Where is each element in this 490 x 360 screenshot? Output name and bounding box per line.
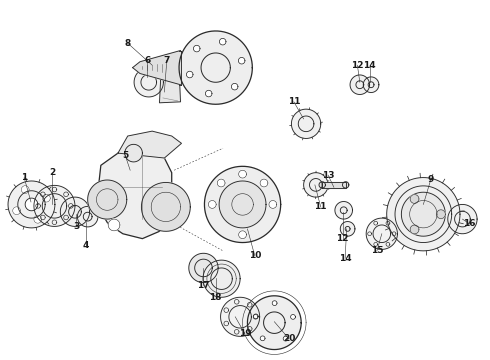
Polygon shape [217, 179, 225, 187]
Polygon shape [108, 219, 120, 231]
Text: 14: 14 [363, 61, 376, 70]
Polygon shape [134, 68, 163, 97]
Polygon shape [322, 182, 345, 188]
Polygon shape [219, 181, 266, 228]
Text: 7: 7 [164, 56, 170, 65]
Text: 20: 20 [283, 334, 295, 343]
Text: 2: 2 [49, 168, 55, 177]
Polygon shape [340, 221, 355, 236]
Polygon shape [13, 207, 21, 215]
Polygon shape [448, 204, 477, 234]
Polygon shape [239, 231, 246, 239]
Polygon shape [410, 194, 419, 203]
Text: 8: 8 [124, 39, 131, 48]
Polygon shape [125, 144, 143, 162]
Text: 9: 9 [427, 175, 434, 184]
Polygon shape [401, 192, 445, 236]
Polygon shape [304, 173, 328, 197]
Polygon shape [133, 50, 180, 85]
Polygon shape [253, 314, 258, 319]
Text: 11: 11 [288, 97, 300, 106]
Polygon shape [387, 177, 460, 251]
Text: 6: 6 [144, 56, 150, 65]
Polygon shape [260, 336, 265, 341]
Polygon shape [118, 131, 181, 158]
Polygon shape [238, 57, 245, 64]
Text: 16: 16 [464, 220, 476, 229]
Polygon shape [34, 185, 75, 226]
Polygon shape [21, 186, 29, 193]
Polygon shape [220, 297, 260, 336]
Polygon shape [283, 336, 288, 341]
Polygon shape [159, 69, 180, 103]
Polygon shape [292, 109, 321, 139]
Polygon shape [350, 75, 369, 94]
Text: 15: 15 [370, 246, 383, 255]
Polygon shape [272, 301, 277, 306]
Polygon shape [194, 45, 200, 52]
Polygon shape [8, 181, 55, 228]
Text: 13: 13 [322, 171, 334, 180]
Polygon shape [319, 182, 325, 188]
Text: 1: 1 [21, 173, 27, 182]
Polygon shape [363, 77, 379, 93]
Polygon shape [410, 225, 419, 234]
Text: 4: 4 [83, 242, 89, 251]
Polygon shape [343, 182, 349, 188]
Polygon shape [186, 71, 193, 78]
Polygon shape [291, 315, 295, 319]
Polygon shape [204, 166, 281, 243]
Polygon shape [88, 180, 127, 219]
Text: 10: 10 [248, 251, 261, 260]
Polygon shape [260, 179, 268, 187]
Polygon shape [247, 296, 301, 350]
Text: 3: 3 [74, 222, 79, 231]
Text: 12: 12 [351, 61, 364, 70]
Text: 17: 17 [197, 280, 210, 289]
Polygon shape [77, 206, 98, 227]
Polygon shape [366, 218, 397, 249]
Polygon shape [239, 170, 246, 178]
Polygon shape [437, 210, 445, 219]
Polygon shape [60, 197, 90, 226]
Polygon shape [98, 148, 172, 239]
Polygon shape [203, 260, 240, 297]
Polygon shape [25, 198, 38, 211]
Text: 5: 5 [122, 151, 128, 160]
Polygon shape [231, 84, 238, 90]
Polygon shape [179, 31, 252, 104]
Polygon shape [205, 90, 212, 97]
Polygon shape [269, 201, 277, 208]
Text: 12: 12 [337, 234, 349, 243]
Text: 18: 18 [209, 293, 222, 302]
Polygon shape [335, 202, 352, 219]
Polygon shape [220, 39, 226, 45]
Polygon shape [142, 183, 190, 231]
Polygon shape [208, 201, 216, 208]
Polygon shape [189, 253, 218, 283]
Text: 19: 19 [239, 329, 251, 338]
Text: 11: 11 [315, 202, 327, 211]
Polygon shape [34, 215, 42, 223]
Polygon shape [43, 194, 50, 202]
Text: 14: 14 [339, 254, 351, 263]
